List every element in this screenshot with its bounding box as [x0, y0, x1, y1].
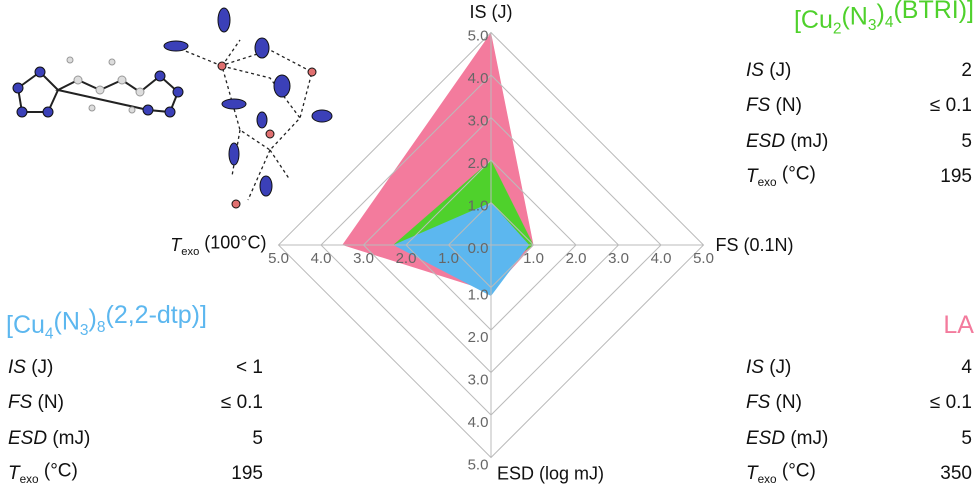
radar-area	[393, 202, 530, 296]
text-segment: IS	[746, 60, 764, 81]
text-segment: [Cu	[6, 311, 45, 339]
text-segment: (N	[54, 308, 80, 336]
row-label: FS (N)	[8, 392, 64, 413]
row-label: ESD (mJ)	[746, 131, 828, 152]
tick-label: 1.0	[523, 250, 544, 267]
row-value: 195	[231, 463, 263, 484]
row-label: ESD (mJ)	[8, 428, 90, 449]
tick-label: 3.0	[608, 250, 629, 267]
text-segment: (J)	[764, 60, 791, 81]
panel-title: [Cu4(N3)8(2,2-dtp)]	[6, 301, 207, 342]
text-segment: (°C)	[39, 460, 78, 481]
tick-label: 4.0	[651, 250, 672, 267]
text-segment: 3	[80, 322, 89, 339]
row-label: IS (J)	[8, 357, 53, 378]
tick-label: 4.0	[468, 70, 489, 87]
tick-label: 5.0	[268, 250, 289, 267]
text-segment: (mJ)	[785, 131, 828, 152]
row-label: ESD (mJ)	[746, 428, 828, 449]
text-segment: ESD	[8, 428, 47, 449]
text-segment: IS	[8, 357, 26, 378]
tick-label: 5.0	[468, 28, 489, 45]
row-label: Texo (°C)	[746, 163, 816, 189]
text-segment: exo	[758, 176, 777, 189]
axis-label: Texo (100°C)	[170, 233, 266, 258]
text-segment: (N	[841, 3, 867, 31]
row-value: ≤ 0.1	[930, 392, 972, 413]
text-segment: ESD	[746, 428, 785, 449]
row-value: 195	[940, 166, 972, 187]
row-value: 350	[940, 463, 972, 484]
row-value: 5	[961, 428, 972, 449]
text-segment: (°C)	[777, 163, 816, 184]
row-value: 4	[961, 357, 972, 378]
text-segment: T	[170, 235, 183, 255]
text-segment: 8	[97, 319, 106, 336]
text-segment: 4	[885, 14, 894, 31]
text-segment: 4	[45, 325, 54, 342]
row-value: < 1	[236, 357, 263, 378]
row-label: IS (J)	[746, 60, 791, 81]
text-segment: T	[746, 166, 759, 187]
row-value: 2	[961, 60, 972, 81]
text-segment: (N)	[32, 392, 64, 413]
tick-label: 1.0	[468, 287, 489, 304]
text-segment: )	[89, 304, 97, 332]
text-segment: (N)	[770, 392, 802, 413]
text-segment: FS	[746, 392, 771, 413]
text-segment: (mJ)	[785, 428, 828, 449]
row-label: Texo (°C)	[8, 460, 78, 486]
row-label: FS (N)	[746, 95, 802, 116]
text-segment: [Cu	[794, 6, 833, 34]
row-value: ≤ 0.1	[930, 95, 972, 116]
text-segment: (BTRI)]	[893, 0, 974, 24]
tick-label: 4.0	[468, 414, 489, 431]
text-segment: (N)	[770, 95, 802, 116]
molecule-structure	[12, 7, 333, 209]
text-segment: (mJ)	[47, 428, 90, 449]
panel-title: LA	[943, 311, 974, 339]
tick-label: 1.0	[468, 198, 489, 215]
row-value: 5	[961, 131, 972, 152]
text-segment: 3	[868, 17, 877, 34]
text-segment: 2	[833, 20, 842, 37]
text-segment: (°C)	[777, 460, 816, 481]
text-segment: (J)	[764, 357, 791, 378]
tick-label: 4.0	[311, 250, 332, 267]
row-label: Texo (°C)	[746, 460, 816, 486]
text-segment: (100°C)	[199, 233, 266, 253]
tick-label: 2.0	[396, 250, 417, 267]
text-segment: exo	[20, 473, 39, 486]
tick-label: 5.0	[468, 457, 489, 474]
tick-label: 2.0	[468, 155, 489, 172]
tick-label: 2.0	[468, 329, 489, 346]
row-value: 5	[252, 428, 263, 449]
text-segment: exo	[181, 246, 199, 258]
tick-label: 5.0	[693, 250, 714, 267]
tick-label: 3.0	[353, 250, 374, 267]
axis-label: ESD (log mJ)	[497, 464, 604, 484]
text-segment: IS	[746, 357, 764, 378]
text-segment: ESD	[746, 131, 785, 152]
row-label: FS (N)	[746, 392, 802, 413]
text-segment: T	[746, 463, 759, 484]
tick-label: 0.0	[468, 240, 489, 257]
row-value: ≤ 0.1	[221, 392, 263, 413]
text-segment: T	[8, 463, 21, 484]
text-segment: (J)	[26, 357, 53, 378]
tick-label: 1.0	[438, 250, 459, 267]
row-label: IS (J)	[746, 357, 791, 378]
text-segment: exo	[758, 473, 777, 486]
text-segment: )	[877, 0, 885, 27]
axis-label: FS (0.1N)	[716, 235, 794, 255]
panel-title: [Cu2(N3)4(BTRI)]	[794, 0, 974, 37]
tick-label: 3.0	[468, 113, 489, 130]
axis-label: IS (J)	[470, 2, 513, 22]
text-segment: (2,2-dtp)]	[106, 301, 207, 329]
tick-label: 3.0	[468, 372, 489, 389]
text-segment: FS	[8, 392, 33, 413]
tick-label: 2.0	[566, 250, 587, 267]
text-segment: FS	[746, 95, 771, 116]
